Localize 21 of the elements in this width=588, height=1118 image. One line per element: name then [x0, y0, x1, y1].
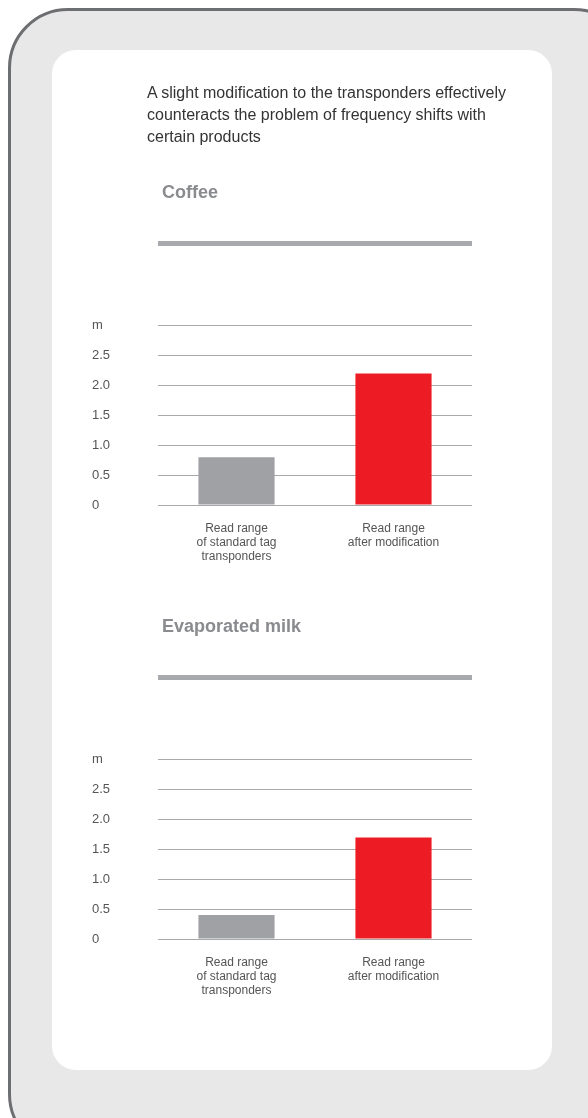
y-tick-label: 2.0 [92, 377, 111, 393]
x-tick-label: Read range of standard tag transponders [196, 520, 277, 564]
x-tick-label: Read range of standard tag transponders [196, 954, 277, 998]
text: A slight modification to the transponders effectively counteracts the problem of frequency shifts with certain products [147, 83, 507, 147]
y-tick-label: 1.0 [92, 870, 111, 886]
y-tick-label: 1.0 [92, 436, 111, 452]
y-tick-label: m [92, 317, 103, 333]
x-tick-label: Read range after modification [347, 520, 440, 549]
chart-title: Coffee [162, 182, 219, 203]
y-tick-label: 2.5 [92, 781, 111, 797]
y-tick-label: m [92, 751, 103, 767]
y-tick-label: 0 [92, 930, 100, 946]
y-tick-label: 2.0 [92, 811, 111, 827]
y-tick-label: 0.5 [92, 900, 111, 916]
chart-title: Evaporated milk [162, 616, 302, 637]
y-tick-label: 0.5 [92, 466, 111, 482]
x-tick-label: Read range after modification [347, 954, 440, 983]
y-tick-label: 0 [92, 496, 100, 512]
y-tick-label: 1.5 [92, 840, 111, 856]
y-tick-label: 1.5 [92, 406, 111, 422]
y-tick-label: 2.5 [92, 347, 111, 363]
